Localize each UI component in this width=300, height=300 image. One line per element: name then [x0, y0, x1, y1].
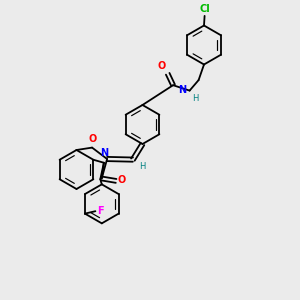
Text: N: N [100, 148, 109, 158]
Text: Cl: Cl [199, 4, 210, 14]
Text: H: H [140, 162, 146, 171]
Text: O: O [88, 134, 97, 144]
Text: H: H [192, 94, 198, 103]
Text: F: F [97, 206, 104, 216]
Text: O: O [118, 175, 126, 185]
Text: N: N [178, 85, 186, 95]
Text: O: O [158, 61, 166, 71]
